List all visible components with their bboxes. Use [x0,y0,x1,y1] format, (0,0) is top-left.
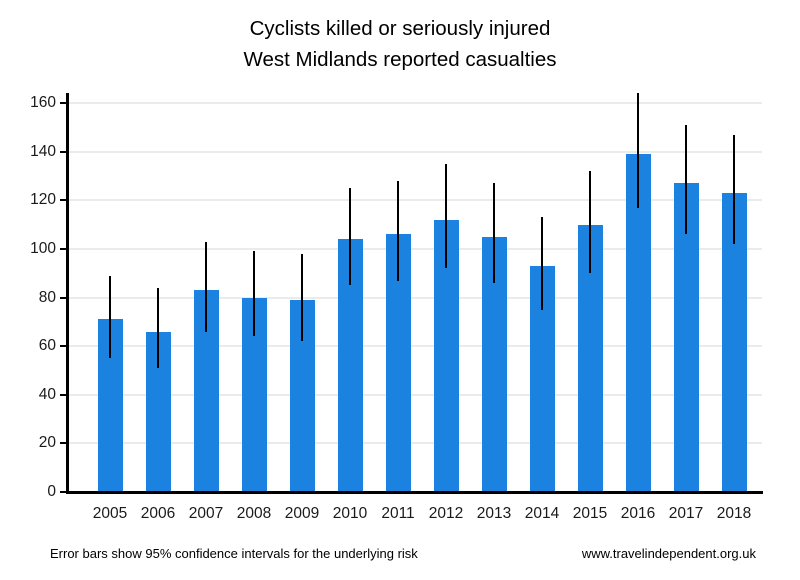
error-bar-2016 [637,93,639,208]
y-tick-label-0: 0 [47,483,56,500]
x-tick-label-2008: 2008 [236,505,272,522]
y-tick-0 [60,491,66,493]
error-bar-2008 [253,251,255,336]
x-tick-label-2014: 2014 [524,505,560,522]
error-bar-2015 [589,171,591,273]
y-tick-label-160: 160 [30,94,56,111]
x-tick-label-2012: 2012 [428,505,464,522]
y-tick-140 [60,151,66,153]
x-tick-label-2005: 2005 [92,505,128,522]
x-tick-label-2007: 2007 [188,505,224,522]
y-tick-label-80: 80 [38,289,56,306]
y-tick-label-120: 120 [30,191,56,208]
x-tick-label-2018: 2018 [716,505,752,522]
x-tick-label-2017: 2017 [668,505,704,522]
error-bar-2011 [397,181,399,281]
y-tick-label-20: 20 [38,434,56,451]
error-bar-2009 [301,254,303,341]
x-tick-label-2013: 2013 [476,505,512,522]
x-tick-label-2016: 2016 [620,505,656,522]
error-bar-2018 [733,135,735,244]
error-bar-2014 [541,217,543,310]
y-tick-20 [60,442,66,444]
y-axis-spine [66,93,69,494]
error-bar-2012 [445,164,447,268]
x-tick-label-2009: 2009 [284,505,320,522]
error-bar-2017 [685,125,687,234]
bar-2016 [625,154,651,491]
error-bar-2013 [493,183,495,283]
y-tick-100 [60,248,66,250]
gridline-80 [68,297,762,299]
chart-title: Cyclists killed or seriously injured Wes… [0,13,800,75]
gridline-160 [68,102,762,104]
y-tick-60 [60,345,66,347]
y-tick-120 [60,199,66,201]
y-tick-label-60: 60 [38,337,56,354]
x-tick-label-2015: 2015 [572,505,608,522]
website-credit: www.travelindependent.org.uk [581,546,756,561]
error-bar-2005 [109,276,111,358]
y-tick-label-100: 100 [30,240,56,257]
chart-title-line1: Cyclists killed or seriously injured [249,17,551,40]
y-tick-160 [60,102,66,104]
error-bar-2007 [205,242,207,332]
y-tick-80 [60,297,66,299]
bar-2017 [673,183,699,491]
error-bar-2010 [349,188,351,285]
x-tick-label-2011: 2011 [381,505,415,522]
gridline-140 [68,151,762,153]
y-tick-40 [60,394,66,396]
chart-title-line2: West Midlands reported casualties [243,48,557,71]
y-tick-label-40: 40 [38,386,56,403]
error-bar-2006 [157,288,159,368]
gridline-20 [68,442,762,444]
gridline-40 [68,394,762,396]
x-tick-label-2006: 2006 [140,505,176,522]
x-axis-spine [66,491,763,494]
gridline-100 [68,248,762,250]
gridline-120 [68,199,762,201]
y-tick-label-140: 140 [30,143,56,160]
gridline-60 [68,345,762,347]
footnote-error-bars: Error bars show 95% confidence intervals… [50,546,418,561]
x-tick-label-2010: 2010 [332,505,368,522]
